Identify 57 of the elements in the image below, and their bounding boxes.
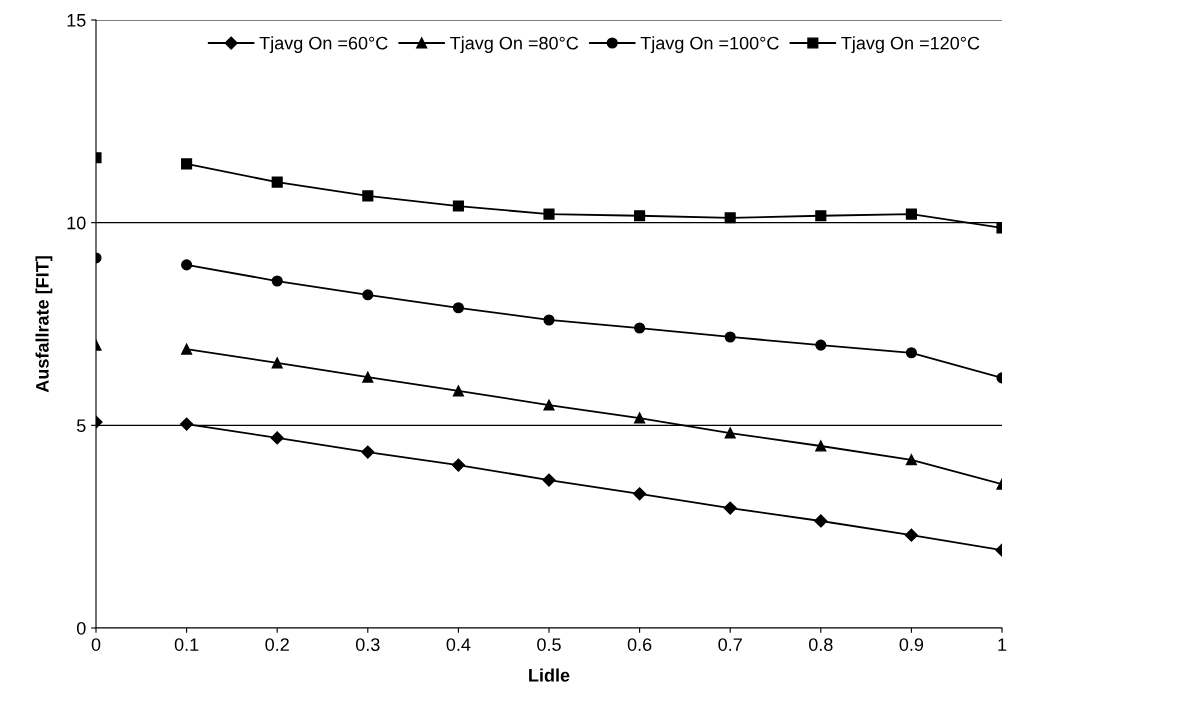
point	[270, 431, 284, 445]
x-tick-label: 0.9	[899, 638, 924, 651]
legend-label: Tjavg On =60°C	[259, 36, 388, 54]
x-tick-label: 0.8	[808, 638, 833, 651]
point	[271, 357, 283, 369]
point	[815, 210, 827, 222]
point	[814, 514, 828, 528]
x-tick-label: 0.6	[627, 638, 652, 651]
y-tick-label: 10	[67, 216, 86, 230]
point	[543, 399, 555, 411]
x-tick-label: 0.3	[355, 638, 380, 651]
point	[181, 158, 193, 170]
x-tick-label: 1	[998, 638, 1007, 651]
point	[634, 322, 646, 334]
point	[905, 454, 917, 466]
x-tick-label: 0.1	[174, 638, 199, 651]
y-axis-title: Ausfallrate [FIT]	[35, 256, 53, 393]
x-axis-title: Lidle	[529, 668, 570, 682]
point	[543, 314, 555, 326]
point	[361, 445, 375, 459]
x-tick-label: 0.4	[446, 638, 471, 651]
point	[180, 417, 194, 431]
y-tick-label: 0	[76, 621, 86, 635]
point	[815, 339, 827, 351]
point	[905, 347, 917, 359]
x-tick-label: 0.2	[265, 638, 289, 651]
point	[362, 289, 374, 301]
point	[181, 343, 193, 355]
point	[271, 176, 283, 188]
legend-label: Tjavg On =100°C	[640, 36, 779, 54]
y-tick-label: 5	[76, 419, 86, 433]
point	[634, 210, 646, 222]
legend-label: Tjavg On =120°C	[841, 36, 980, 54]
point	[724, 331, 736, 343]
x-tick-label: 0.7	[718, 638, 742, 651]
legend-label: Tjavg On =80°C	[450, 36, 579, 54]
y-tick-label: 15	[67, 14, 86, 27]
point	[905, 208, 917, 220]
point	[543, 208, 555, 220]
x-tick-label: 0	[91, 638, 101, 651]
point	[634, 412, 646, 424]
point	[452, 200, 464, 212]
x-tick-label: 0.5	[537, 638, 561, 651]
point	[362, 371, 374, 383]
point	[904, 528, 918, 542]
point	[271, 275, 283, 287]
point	[724, 427, 736, 439]
point	[181, 259, 193, 271]
point	[542, 473, 556, 487]
point	[815, 440, 827, 452]
point	[724, 212, 736, 224]
point	[452, 385, 464, 397]
point	[362, 190, 374, 202]
point	[633, 487, 647, 501]
point	[723, 501, 737, 515]
point	[452, 302, 464, 314]
point	[451, 458, 465, 472]
